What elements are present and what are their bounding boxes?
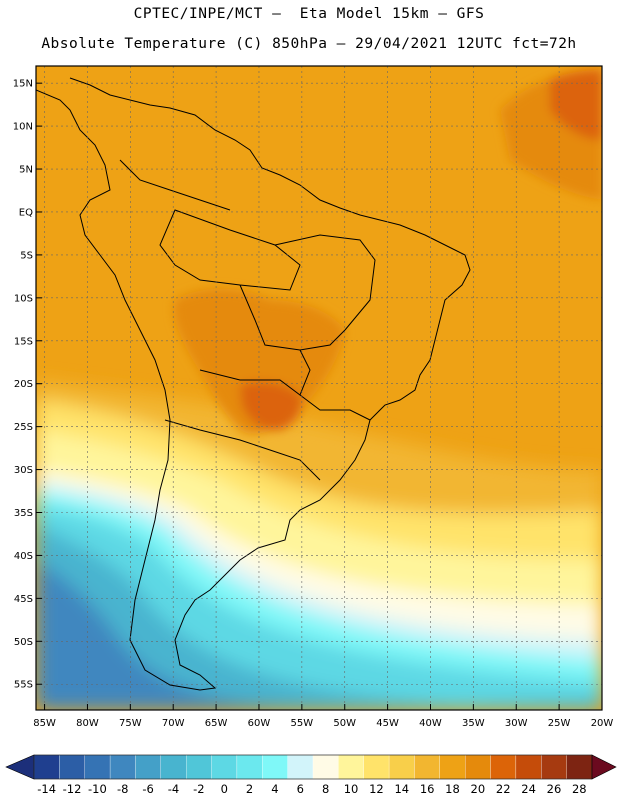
colorbar-bin: [566, 754, 593, 780]
lon-label: 20W: [591, 718, 614, 729]
lat-label: 10N: [13, 122, 33, 133]
lon-label: 30W: [505, 718, 528, 729]
map-frame: [35, 65, 603, 711]
lon-label: 75W: [119, 718, 142, 729]
lon-label: 70W: [162, 718, 185, 729]
colorbar-bin: [287, 754, 314, 780]
colorbar-label: -2: [193, 782, 204, 796]
colorbar-label: 14: [394, 782, 409, 796]
colorbar-label: 4: [271, 782, 278, 796]
colorbar-bin: [33, 754, 60, 780]
colorbar-label: -12: [63, 782, 82, 796]
chart-title-line2: Absolute Temperature (C) 850hPa – 29/04/…: [41, 36, 577, 52]
colorbar-bin: [465, 754, 491, 780]
lon-label: 60W: [248, 718, 271, 729]
temperature-field: [36, 66, 602, 710]
lat-label: 5N: [19, 165, 33, 176]
colorbar-label: 8: [322, 782, 329, 796]
lat-label: 20S: [14, 379, 33, 390]
lon-label: 25W: [548, 718, 571, 729]
colorbar-bin: [541, 754, 567, 780]
lat-label: 45S: [14, 594, 33, 605]
colorbar-label: 18: [445, 782, 460, 796]
colorbar-bin: [363, 754, 390, 780]
colorbar-bin: [160, 754, 187, 780]
lat-label: 15S: [14, 336, 33, 347]
lat-label: 30S: [14, 465, 33, 476]
colorbar-bin: [186, 754, 212, 780]
lon-label: 45W: [376, 718, 399, 729]
lat-label: 5S: [20, 250, 33, 261]
colorbar-bin: [59, 754, 85, 780]
lat-label: 40S: [14, 551, 33, 562]
colorbar-bin: [515, 754, 542, 780]
colorbar-bin: [388, 754, 415, 780]
colorbar-label: 16: [420, 782, 435, 796]
colorbar-bin: [414, 754, 440, 780]
lon-label: 40W: [419, 718, 442, 729]
lat-label: EQ: [19, 207, 33, 218]
lon-label: 85W: [33, 718, 56, 729]
colorbar-bin: [211, 754, 238, 780]
colorbar-label: 10: [344, 782, 359, 796]
colorbar-bin: [236, 754, 263, 780]
latitude-axis: 15N 10N 5N EQ 5S 10S 15S 20S 25S 30S 35S 40S 45S 50S 5…: [13, 79, 42, 691]
colorbar-label: 26: [547, 782, 562, 796]
lon-label: 80W: [76, 718, 99, 729]
coastline: [36, 77, 471, 691]
lat-label: 35S: [14, 508, 33, 519]
lat-label: 55S: [14, 680, 33, 691]
colorbar-under-arrow: [5, 754, 35, 780]
colorbar-label: -14: [37, 782, 56, 796]
colorbar-bin: [135, 754, 161, 780]
lon-label: 65W: [205, 718, 228, 729]
colorbar-bin: [312, 754, 339, 780]
colorbar-label: 20: [471, 782, 486, 796]
lon-label: 50W: [333, 718, 356, 729]
colorbar-bin: [490, 754, 517, 780]
colorbar-bin: [262, 754, 288, 780]
colorbar-bin: [109, 754, 136, 780]
colorbar-label: 2: [246, 782, 253, 796]
lat-label: 50S: [14, 637, 33, 648]
lon-label: 55W: [291, 718, 314, 729]
colorbar-label: -8: [117, 782, 128, 796]
colorbar-bin: [338, 754, 364, 780]
colorbar-label: -10: [88, 782, 107, 796]
colorbar-label: 22: [496, 782, 511, 796]
longitude-axis: 85W 80W 75W 70W 65W 60W 55W 50W 45W 40W 35W 30W 25W 2…: [33, 704, 613, 729]
colorbar-bin: [84, 754, 111, 780]
colorbar-label: 24: [521, 782, 536, 796]
colorbar-label: -4: [168, 782, 179, 796]
colorbar: -14 -12 -10 -8 -6 -4 -2 0 2 4 6 8 10 12 14 16 18 20 22 24 26…: [5, 754, 617, 796]
colorbar-bin: [439, 754, 466, 780]
colorbar-over-arrow: [591, 754, 617, 780]
colorbar-label: 12: [369, 782, 384, 796]
lon-label: 35W: [462, 718, 485, 729]
colorbar-label: 0: [221, 782, 228, 796]
chart-title-line1: CPTEC/INPE/MCT – Eta Model 15km – GFS: [133, 6, 485, 22]
lat-label: 25S: [14, 422, 33, 433]
colorbar-label: 6: [297, 782, 304, 796]
lat-label: 15N: [13, 79, 33, 90]
colorbar-label: -6: [142, 782, 153, 796]
colorbar-label: 28: [572, 782, 587, 796]
lat-label: 10S: [14, 293, 33, 304]
